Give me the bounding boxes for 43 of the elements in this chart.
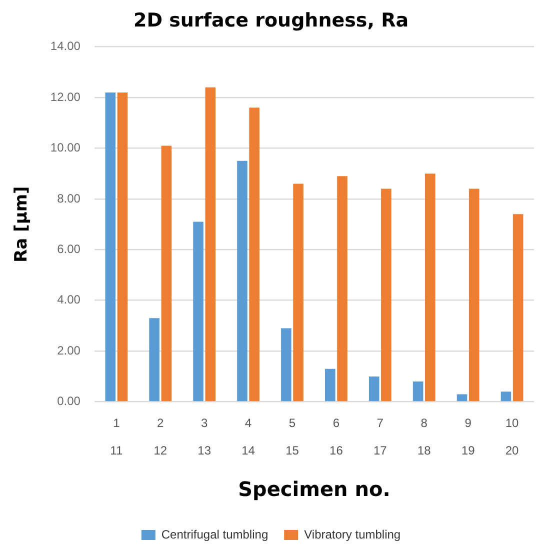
bar bbox=[456, 394, 468, 402]
bar bbox=[161, 146, 172, 402]
bar bbox=[117, 92, 128, 402]
bar bbox=[468, 188, 480, 402]
y-tick-label: 2.00 bbox=[57, 343, 81, 358]
bar bbox=[149, 318, 160, 402]
bar bbox=[281, 328, 292, 402]
y-tick-label: 0.00 bbox=[57, 394, 81, 408]
bar bbox=[381, 188, 392, 402]
x-tick-label: 10 20 bbox=[505, 416, 520, 458]
bar bbox=[237, 160, 248, 402]
x-tick-label: 2 12 bbox=[154, 416, 168, 458]
bar bbox=[325, 368, 336, 402]
bar bbox=[337, 176, 348, 402]
x-tick-label: 8 18 bbox=[417, 416, 432, 458]
bar bbox=[412, 382, 424, 402]
y-tick-label: 10.00 bbox=[50, 140, 81, 155]
bar bbox=[293, 184, 304, 402]
bar bbox=[425, 174, 436, 402]
y-tick-label: 4.00 bbox=[57, 292, 81, 307]
y-axis-title: Ra [µm] bbox=[12, 186, 32, 262]
bar bbox=[205, 87, 216, 402]
x-tick-label: 5 15 bbox=[286, 416, 300, 458]
x-tick-label: 4 14 bbox=[242, 416, 256, 458]
bar bbox=[500, 392, 512, 402]
bar bbox=[249, 108, 260, 402]
x-tick-label: 9 19 bbox=[461, 416, 476, 458]
legend-label: Vibratory tumbling bbox=[304, 527, 401, 542]
bar bbox=[368, 376, 380, 402]
x-tick-label: 7 17 bbox=[373, 416, 388, 458]
chart-title: 2D surface roughness, Ra bbox=[133, 9, 409, 32]
x-tick-label: 1 11 bbox=[110, 416, 123, 458]
y-tick-label: 12.00 bbox=[50, 90, 81, 104]
x-tick-label: 3 13 bbox=[198, 416, 212, 458]
bar bbox=[105, 92, 116, 402]
y-tick-label: 14.00 bbox=[50, 39, 81, 54]
bar bbox=[193, 222, 204, 402]
x-axis-title: Specimen no. bbox=[238, 477, 390, 502]
y-tick-label: 8.00 bbox=[57, 191, 81, 206]
bar bbox=[512, 214, 524, 402]
x-tick-label: 6 16 bbox=[330, 416, 344, 458]
y-tick-label: 6.00 bbox=[57, 242, 81, 256]
legend-label: Centrifugal tumbling bbox=[161, 527, 268, 542]
